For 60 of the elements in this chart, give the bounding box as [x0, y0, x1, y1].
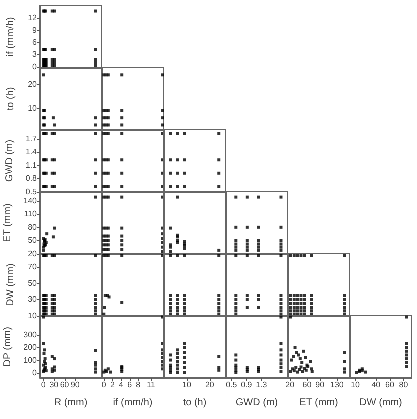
y-tick-label: 10 [28, 104, 38, 114]
x-tick-label: 4 [119, 380, 124, 390]
y-axis-title: DP (mm) [2, 327, 14, 367]
y-axis-title: ET (mm) [2, 204, 14, 242]
y-tick-label: 50 [28, 278, 38, 288]
x-tick-label: 90 [70, 380, 80, 390]
x-axis-title: ET (mm) [300, 398, 338, 408]
y-tick-label: 20 [28, 250, 38, 258]
x-tick-label: 8 [136, 380, 142, 390]
x-axis-title: R (mm) [54, 398, 88, 408]
y-tick-label: 3 [32, 50, 38, 60]
x-tick-label: 0.9 [241, 380, 253, 390]
x-tick-label: 60 [60, 380, 70, 390]
y-tick-label: 140 [24, 196, 38, 206]
y-tick-label: 1.4 [26, 148, 38, 157]
y-tick-label: 0 [32, 368, 38, 378]
y-tick-label: 6 [32, 38, 38, 47]
y-tick-label: 12 [28, 14, 38, 23]
x-tick-label: 60 [386, 380, 395, 390]
y-tick-label: 80 [28, 222, 38, 232]
x-tick-label: 80 [399, 380, 409, 390]
y-tick-label: 1.7 [26, 134, 38, 144]
y-tick-label: 30 [28, 295, 38, 304]
y-tick-label: 200 [24, 343, 38, 352]
x-tick-label: 60 [302, 380, 312, 390]
x-axis-title: DW (mm) [360, 398, 402, 408]
y-axis-title: DW (mm) [6, 264, 16, 306]
x-tick-label: 0.5 [226, 380, 238, 390]
x-tick-label: 20 [205, 380, 215, 390]
y-tick-label: 0.8 [26, 174, 38, 184]
x-axis-title: GWD (m) [236, 398, 278, 408]
y-tick-label: 0 [32, 62, 38, 72]
x-tick-label: 10 [182, 380, 192, 390]
y-tick-label: 20 [28, 80, 38, 90]
y-axis-title: GWD (m) [4, 140, 16, 182]
y-axis-title: if (mm/h) [6, 17, 16, 57]
y-tick-label: 100 [24, 356, 38, 365]
y-tick-label: 9 [32, 26, 38, 35]
x-tick-label: 0 [102, 380, 107, 390]
y-tick-label: 50 [28, 236, 38, 246]
y-tick-label: 110 [24, 210, 38, 219]
x-tick-label: 0 [41, 380, 46, 390]
x-tick-label: 90 [316, 380, 326, 390]
x-tick-label: 11 [147, 380, 156, 390]
y-axis-title: to (h) [6, 87, 16, 111]
x-tick-label: 20 [286, 380, 296, 390]
y-tick-label: 70 [28, 262, 38, 272]
x-tick-label: 6 [128, 380, 133, 390]
x-tick-label: 2 [110, 380, 116, 390]
x-tick-label: 10 [351, 380, 361, 390]
x-axis-title: if (mm/h) [113, 398, 153, 408]
y-tick-label: 0.5 [26, 188, 38, 196]
x-tick-label: 1.3 [256, 380, 268, 390]
x-tick-label: 130 [330, 380, 344, 390]
y-tick-label: 10 [28, 312, 38, 320]
y-tick-label: 1.1 [26, 160, 38, 170]
y-tick-label: 300 [24, 330, 38, 340]
x-tick-label: 40 [372, 380, 382, 390]
x-tick-label: 30 [50, 380, 60, 390]
x-axis-title: to (h) [183, 398, 207, 408]
